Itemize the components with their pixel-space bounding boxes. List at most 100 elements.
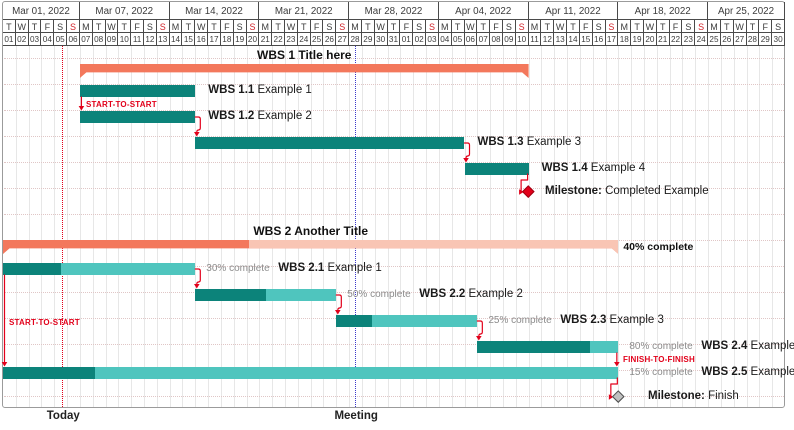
day-gridline bbox=[477, 46, 479, 407]
weekday-letter-cell: S bbox=[413, 20, 427, 33]
bar-remaining-portion bbox=[95, 367, 619, 379]
date-cell: 05 bbox=[54, 33, 68, 46]
day-gridline bbox=[79, 46, 81, 407]
date-cell: 02 bbox=[413, 33, 427, 46]
weekday-letter-cell: F bbox=[131, 20, 144, 33]
weekday-letter-cell: M bbox=[349, 20, 362, 33]
weekday-letter-cell: W bbox=[734, 20, 747, 33]
row-gridline bbox=[4, 266, 784, 267]
date-cell: 26 bbox=[721, 33, 734, 46]
date-cell: 18 bbox=[221, 33, 234, 46]
task-bar-t25 bbox=[3, 367, 619, 379]
group-percent-label: 40% complete bbox=[623, 241, 694, 253]
day-gridline bbox=[682, 46, 684, 407]
meeting-vrule bbox=[355, 46, 357, 407]
date-cell: 19 bbox=[631, 33, 644, 46]
date-cell: 11 bbox=[131, 33, 144, 46]
task-percent-label: 25% complete bbox=[488, 315, 552, 326]
date-cell: 01 bbox=[3, 33, 16, 46]
link-label-text: FINISH-TO-FINISH bbox=[623, 355, 695, 364]
task-percent-label: 30% complete bbox=[206, 263, 270, 274]
date-cell: 27 bbox=[734, 33, 747, 46]
date-cell: 29 bbox=[759, 33, 773, 46]
date-cell: 05 bbox=[452, 33, 465, 46]
date-cell: 08 bbox=[93, 33, 106, 46]
day-gridline bbox=[733, 46, 735, 407]
date-cell: 14 bbox=[567, 33, 580, 46]
date-cell: 23 bbox=[682, 33, 696, 46]
day-gridline bbox=[451, 46, 453, 407]
day-gridline bbox=[361, 46, 363, 407]
task-bar-t23 bbox=[336, 315, 478, 327]
weekday-letter-cell: T bbox=[208, 20, 221, 33]
day-gridline bbox=[336, 46, 338, 407]
weekday-letter-cell: F bbox=[41, 20, 55, 33]
day-gridline bbox=[631, 46, 633, 407]
task-id-text: WBS 2.3 bbox=[560, 314, 607, 326]
day-gridline bbox=[259, 46, 261, 407]
task-bar-t12 bbox=[79, 111, 196, 123]
date-cell: 19 bbox=[234, 33, 247, 46]
header-row-0: Mar 01, 2022 Mar 07, 2022 Mar 14, 2022 Mar … bbox=[3, 2, 785, 20]
task-id-text: WBS 2.5 bbox=[701, 366, 748, 378]
weekday-letter-cell: F bbox=[221, 20, 234, 33]
bar-remaining-portion bbox=[265, 289, 337, 301]
date-cell: 17 bbox=[208, 33, 221, 46]
day-gridline bbox=[323, 46, 325, 407]
date-cell: 06 bbox=[465, 33, 478, 46]
day-gridline bbox=[746, 46, 748, 407]
milestone-title-text: Milestone: bbox=[648, 390, 705, 402]
date-cell: 20 bbox=[247, 33, 260, 46]
weekday-letter-cell: T bbox=[272, 20, 286, 33]
date-cell: 01 bbox=[400, 33, 414, 46]
weekday-letter-cell: T bbox=[362, 20, 375, 33]
date-cell: 21 bbox=[259, 33, 273, 46]
day-gridline bbox=[144, 46, 146, 407]
weekday-letter-cell: W bbox=[106, 20, 119, 33]
day-gridline bbox=[233, 46, 235, 407]
bar-remaining-portion bbox=[60, 263, 196, 275]
link-label-text: START-TO-START bbox=[86, 100, 157, 109]
week-label-cell: Apr 04, 2022 bbox=[439, 2, 529, 20]
milestone-label-m1: Milestone: Completed Example bbox=[545, 185, 709, 197]
task-percent-label: 15% complete bbox=[629, 367, 693, 378]
weekday-letter-cell: T bbox=[388, 20, 401, 33]
day-gridline bbox=[656, 46, 658, 407]
day-gridline bbox=[374, 46, 376, 407]
day-gridline bbox=[464, 46, 466, 407]
weekday-letter-cell: W bbox=[195, 20, 209, 33]
weekday-letter-cell: T bbox=[182, 20, 196, 33]
weekday-letter-cell: T bbox=[747, 20, 760, 33]
task-label-t24: WBS 2.4 Example 4 bbox=[701, 340, 794, 352]
group-title-g1: WBS 1 Title here bbox=[257, 48, 352, 62]
task-bar-t22 bbox=[195, 289, 337, 301]
week-label-cell: Mar 14, 2022 bbox=[170, 2, 260, 20]
weekday-letter-cell: F bbox=[580, 20, 593, 33]
weekday-letter-cell: T bbox=[721, 20, 734, 33]
week-label-cell: Apr 18, 2022 bbox=[618, 2, 709, 20]
weekday-letter-cell: S bbox=[323, 20, 337, 33]
task-label-t14: WBS 1.4 Example 4 bbox=[541, 162, 646, 174]
bar-remaining-portion bbox=[371, 315, 478, 327]
date-cell: 26 bbox=[323, 33, 337, 46]
weekday-letter-cell: W bbox=[554, 20, 568, 33]
day-gridline bbox=[182, 46, 184, 407]
milestone-label-m2: Milestone: Finish bbox=[648, 390, 739, 402]
day-gridline bbox=[67, 46, 69, 407]
weekday-letter-cell: T bbox=[657, 20, 670, 33]
weekday-letter-cell: S bbox=[247, 20, 260, 33]
date-cell: 03 bbox=[426, 33, 439, 46]
weekday-letter-cell: F bbox=[400, 20, 414, 33]
row-gridline bbox=[4, 292, 784, 293]
date-cell: 03 bbox=[29, 33, 42, 46]
date-cell: 16 bbox=[593, 33, 606, 46]
row-gridline bbox=[4, 162, 784, 163]
weekday-letter-cell: M bbox=[618, 20, 632, 33]
weekday-letter-cell: S bbox=[516, 20, 529, 33]
date-cell: 27 bbox=[336, 33, 350, 46]
date-cell: 25 bbox=[708, 33, 721, 46]
day-gridline bbox=[41, 46, 43, 407]
date-cell: 10 bbox=[516, 33, 529, 46]
row-gridline bbox=[4, 188, 784, 189]
